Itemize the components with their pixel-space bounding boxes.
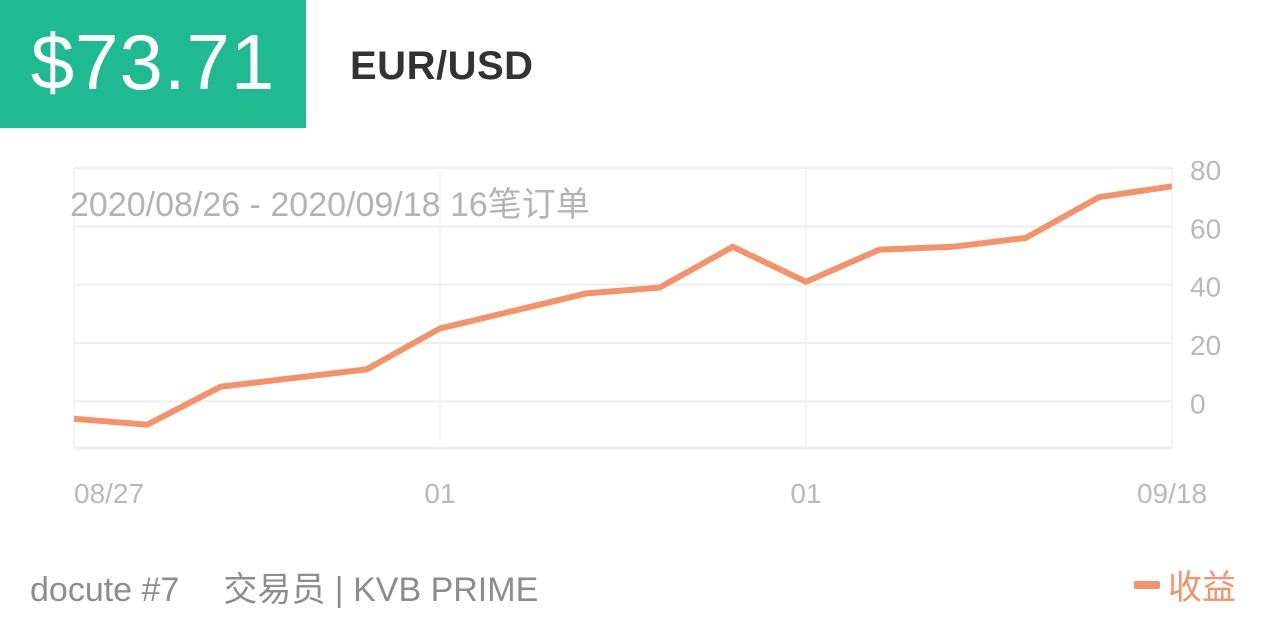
legend-swatch <box>1134 580 1160 589</box>
chart-legend: 收益 <box>1134 560 1236 609</box>
x-tick-label: 01 <box>424 478 455 509</box>
legend-label: 收益 <box>1168 569 1236 607</box>
y-tick-label: 60 <box>1190 213 1221 244</box>
y-tick-label: 80 <box>1190 155 1221 186</box>
symbol-title: EUR/USD <box>350 44 534 88</box>
x-tick-label: 01 <box>790 478 821 509</box>
profit-chart-svg: 80 60 40 20 0 08/27 01 01 09/18 2020/08/26 - 2020… <box>70 155 1221 509</box>
account-name: docute #7 <box>30 571 180 609</box>
price-badge: $73.71 <box>0 0 306 128</box>
profit-chart: 80 60 40 20 0 08/27 01 01 09/18 2020/08/26 - 2020… <box>0 140 1266 530</box>
price-value: $73.71 <box>30 17 276 106</box>
y-tick-label: 0 <box>1190 388 1206 419</box>
profit-series-line <box>73 183 1173 428</box>
account-role: 交易员 | KVB PRIME <box>223 571 539 609</box>
y-tick-label: 40 <box>1190 272 1221 303</box>
y-tick-label: 20 <box>1190 330 1221 361</box>
x-tick-label: 08/27 <box>74 478 144 509</box>
account-info: docute #7 交易员 | KVB PRIME <box>30 562 538 611</box>
date-range-annotation: 2020/08/26 - 2020/09/18 16笔订单 <box>70 186 590 224</box>
x-tick-label: 09/18 <box>1137 478 1207 509</box>
